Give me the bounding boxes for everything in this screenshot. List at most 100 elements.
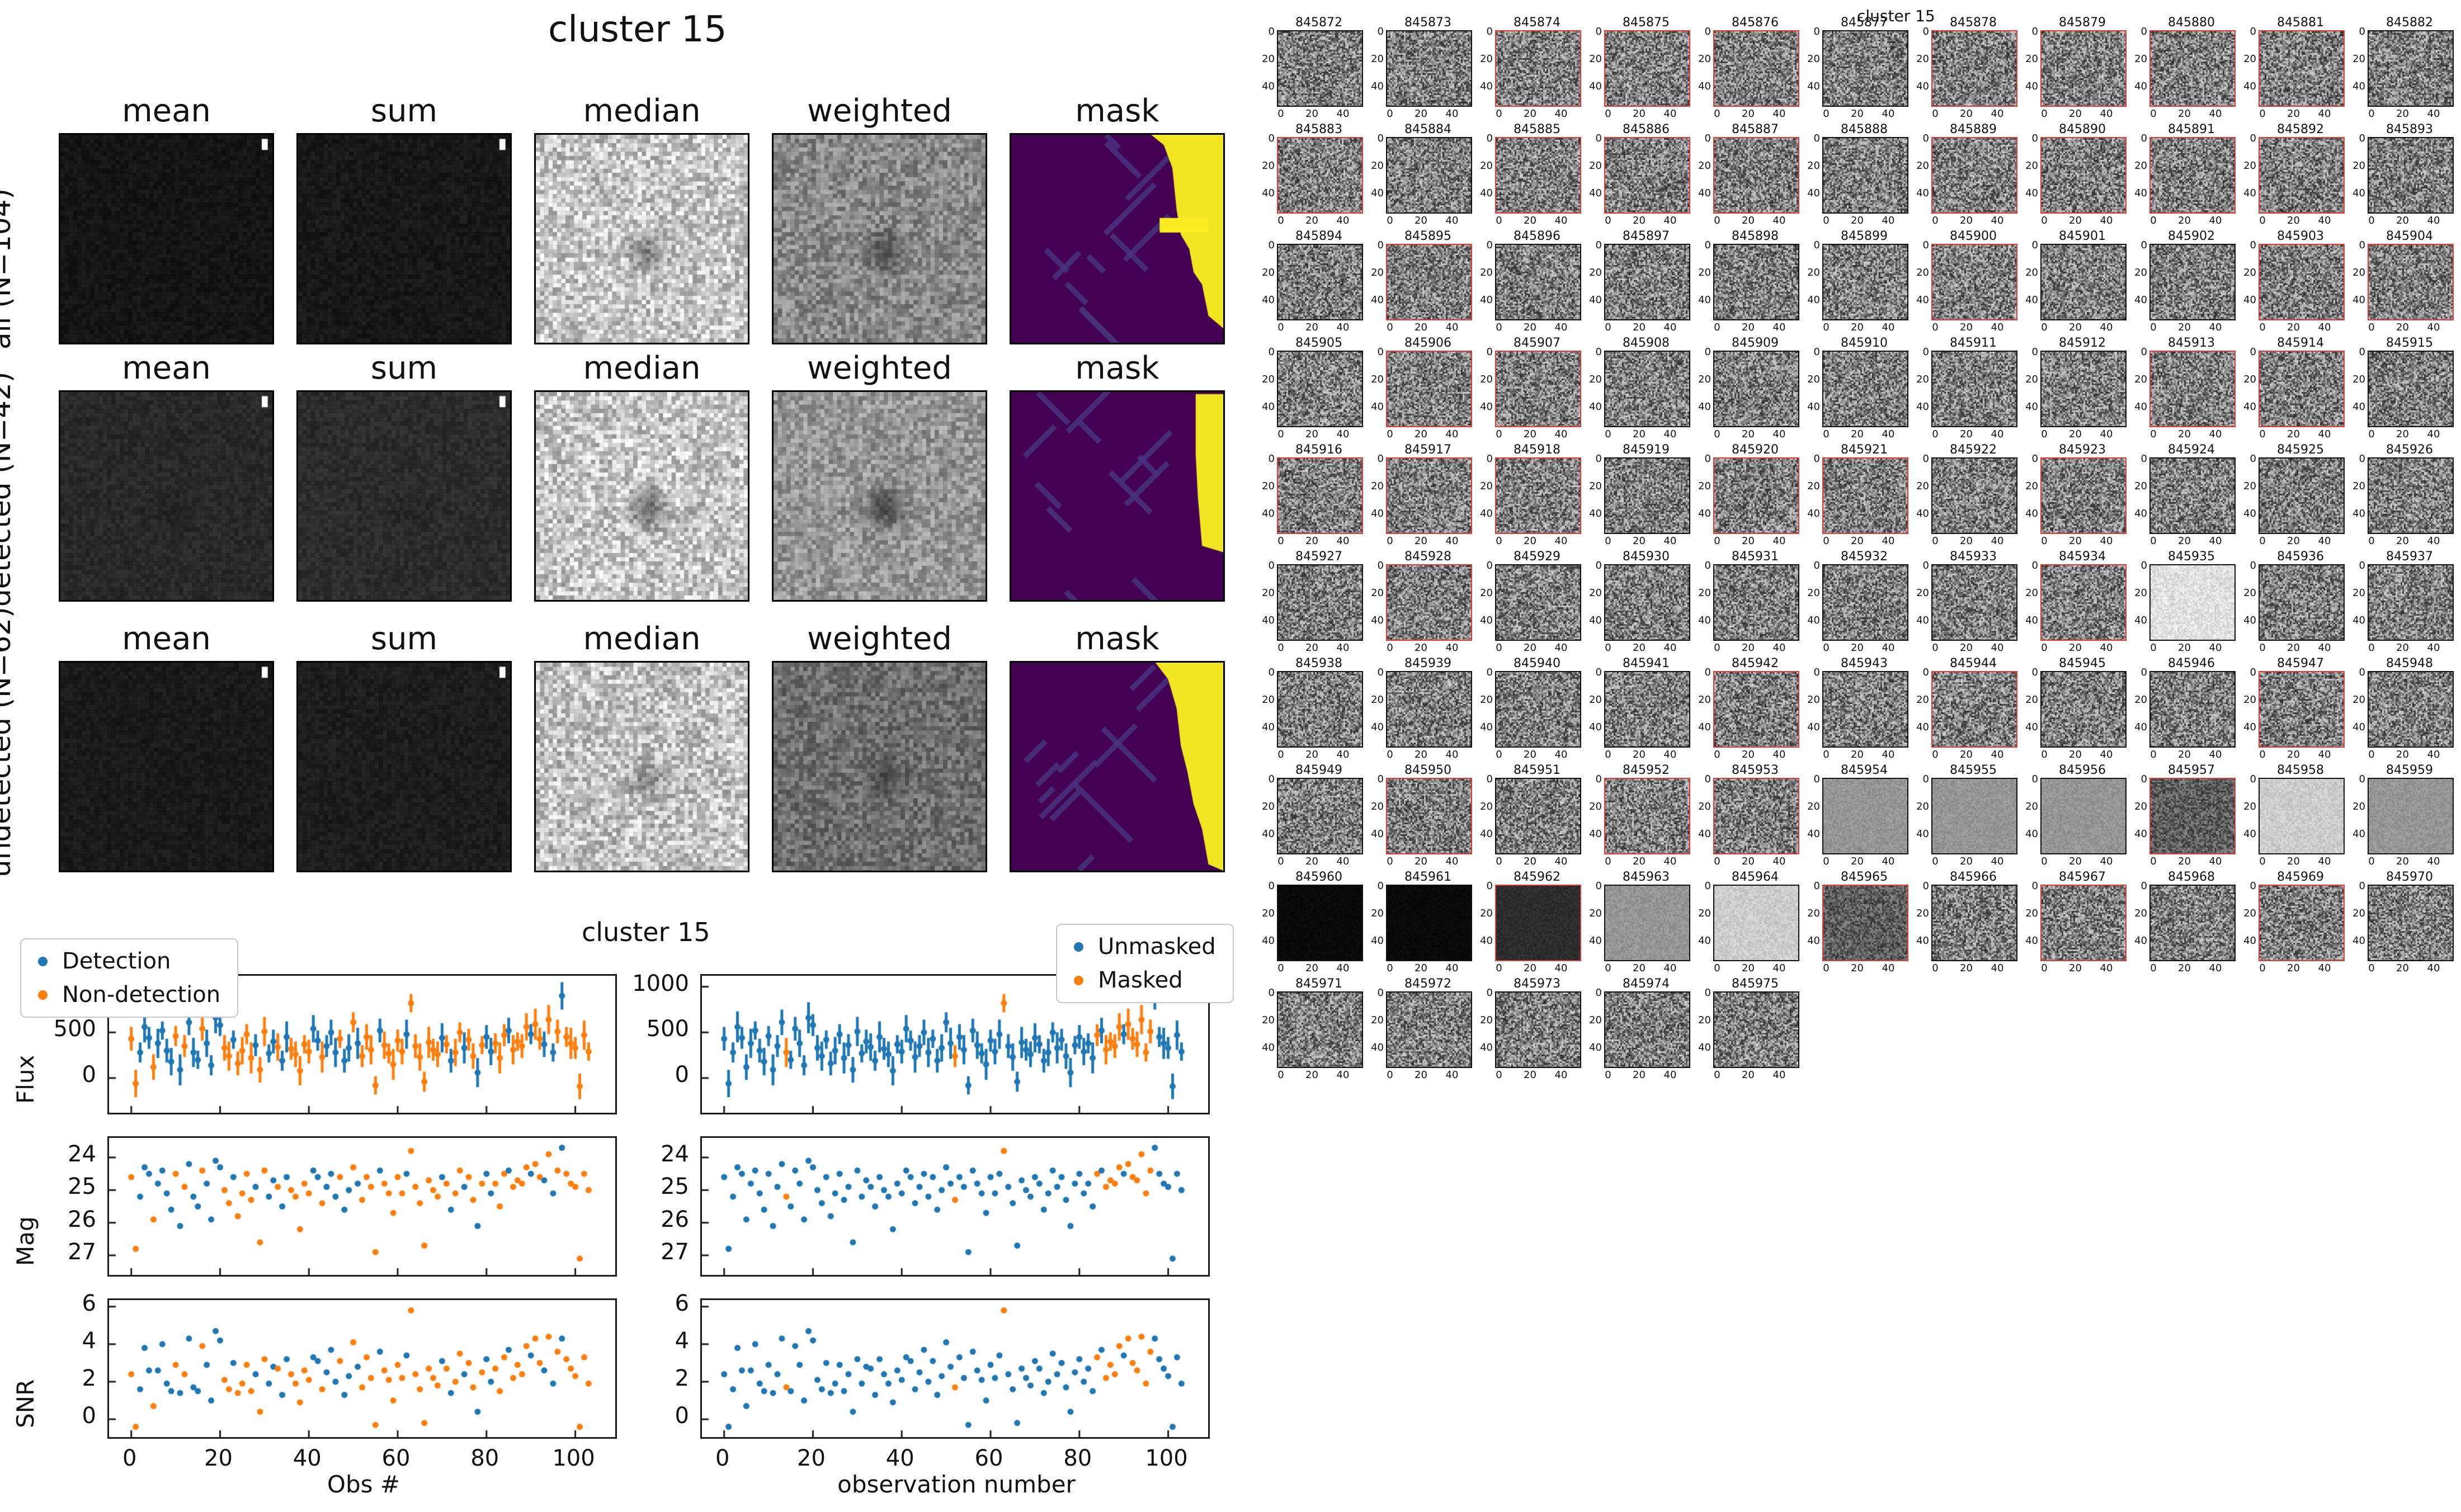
x-tick-label: 40 bbox=[1336, 535, 1350, 547]
x-tick-label: 40 bbox=[1554, 749, 1568, 760]
cutout-cell: 845972 0 20 40 0 20 40 bbox=[1370, 977, 1479, 1084]
x-tick-label: 0 bbox=[2150, 856, 2157, 867]
x-tick-label: 0 bbox=[1932, 322, 1939, 333]
cutout-cell: 845950 0 20 40 0 20 40 bbox=[1370, 763, 1479, 870]
y-tick-label: 0 bbox=[1813, 667, 1820, 678]
x-tick-label: 0 bbox=[1714, 962, 1720, 974]
y-tick-label: 40 bbox=[1480, 81, 1493, 93]
cutout-id: 845934 bbox=[2059, 550, 2106, 564]
y-tick-label: 0 bbox=[2141, 133, 2147, 144]
x-tick-label: 20 bbox=[1633, 1069, 1646, 1081]
x-tick-label: 20 bbox=[204, 1445, 233, 1471]
y-tick-label: 20 bbox=[1589, 480, 1602, 493]
cutout-cell: 845931 0 20 40 0 20 40 bbox=[1698, 550, 1807, 656]
y-tick-label: 20 bbox=[2134, 908, 2147, 920]
y-tick-label: 40 bbox=[2134, 935, 2147, 947]
cutout-id: 845937 bbox=[2386, 550, 2433, 564]
weighted-panel bbox=[772, 390, 987, 602]
x-tick-label: 40 bbox=[1445, 215, 1459, 226]
cutout-image-box bbox=[1822, 351, 1908, 427]
x-tick-label: 40 bbox=[2318, 642, 2331, 654]
y-tick-label: 20 bbox=[2134, 53, 2147, 65]
cutout-image-box bbox=[1713, 671, 1799, 748]
cutout-cell: 845879 0 20 40 0 20 40 bbox=[2025, 16, 2134, 122]
y-tick-label: 0 bbox=[2250, 26, 2256, 37]
cutout-cell: 845964 0 20 40 0 20 40 bbox=[1698, 870, 1807, 977]
cutout-image bbox=[1823, 31, 1907, 106]
y-tick-label: 40 bbox=[1698, 615, 1711, 627]
x-tick-label: 20 bbox=[2396, 749, 2409, 760]
cutout-image-box bbox=[1604, 564, 1690, 641]
y-tick-label: 0 bbox=[2141, 453, 2147, 465]
cutout-cell: 845909 0 20 40 0 20 40 bbox=[1698, 336, 1807, 443]
cutout-image bbox=[1496, 459, 1580, 533]
cutout-image bbox=[2260, 886, 2344, 960]
cutout-image bbox=[1823, 352, 1907, 426]
x-tick-label: 40 bbox=[2100, 749, 2113, 760]
cutout-image-box bbox=[1495, 885, 1581, 961]
x-tick-label: 20 bbox=[1742, 535, 1755, 547]
y-tick-label: 0 bbox=[1268, 26, 1275, 37]
cutout-image-box bbox=[2040, 885, 2127, 961]
x-tick-label: 0 bbox=[2150, 962, 2157, 974]
y-tick-label: 20 bbox=[1698, 160, 1711, 172]
y-tick-label: 0 bbox=[1595, 987, 1602, 999]
cutout-image bbox=[1605, 31, 1689, 106]
y-tick-label: 40 bbox=[1480, 828, 1493, 840]
y-tick-label: 40 bbox=[1371, 187, 1384, 200]
y-tick-label: 0 bbox=[1813, 773, 1820, 785]
y-tick-label: 40 bbox=[1262, 615, 1275, 627]
y-tick-label: 0 bbox=[2031, 346, 2038, 358]
cutout-cell: 845875 0 20 40 0 20 40 bbox=[1588, 16, 1698, 122]
x-tick-label: 20 bbox=[2396, 428, 2409, 440]
x-tick-label: 40 bbox=[885, 1445, 914, 1471]
y-tick-label: 40 bbox=[2243, 615, 2256, 627]
y-tick-label: 20 bbox=[1589, 587, 1602, 599]
x-tick-label: 0 bbox=[1714, 428, 1720, 440]
y-tick-label: 20 bbox=[2025, 374, 2038, 386]
x-tick-label: 20 bbox=[1305, 749, 1318, 760]
x-tick-label: 40 bbox=[2318, 749, 2331, 760]
y-tick-label: 0 bbox=[1486, 773, 1493, 785]
x-tick-label: 20 bbox=[1742, 322, 1755, 333]
x-tick-label: 100 bbox=[552, 1445, 595, 1471]
y-tick-label: 40 bbox=[2025, 828, 2038, 840]
cutout-image-box bbox=[2149, 457, 2236, 534]
y-tick-label: 40 bbox=[1589, 81, 1602, 93]
x-tick-label: 20 bbox=[1742, 1069, 1755, 1081]
cutout-image bbox=[1387, 459, 1471, 533]
y-tick-label: 40 bbox=[2134, 615, 2147, 627]
y-tick-label: 2 bbox=[675, 1365, 689, 1391]
cutout-id: 845921 bbox=[1841, 443, 1888, 457]
y-tick-label: 20 bbox=[1916, 480, 1929, 493]
y-tick-label: 0 bbox=[1268, 667, 1275, 678]
x-tick-label: 20 bbox=[1305, 856, 1318, 867]
x-tick-label: 40 bbox=[1336, 642, 1350, 654]
x-tick-label: 20 bbox=[1960, 428, 1973, 440]
y-tick-label: 20 bbox=[1698, 267, 1711, 279]
x-tick-label: 20 bbox=[1305, 108, 1318, 120]
x-tick-label: 40 bbox=[2209, 962, 2222, 974]
y-tick-label: 40 bbox=[2025, 508, 2038, 520]
x-tick-label: 20 bbox=[2178, 428, 2191, 440]
y-tick-label: 0 bbox=[2359, 560, 2365, 571]
sum-image bbox=[298, 392, 510, 600]
cutout-image-box bbox=[2040, 30, 2127, 107]
y-tick-label: 20 bbox=[1807, 694, 1820, 706]
cutout-id: 845932 bbox=[1841, 550, 1888, 564]
cutout-id: 845929 bbox=[1514, 550, 1560, 564]
x-tick-label: 40 bbox=[2209, 642, 2222, 654]
y-tick-label: 20 bbox=[1262, 1014, 1275, 1027]
cutout-id: 845955 bbox=[1950, 763, 1997, 777]
cutout-cell: 845883 0 20 40 0 20 40 bbox=[1261, 122, 1370, 229]
y-tick-label: 20 bbox=[1698, 1014, 1711, 1027]
x-tick-label: 80 bbox=[470, 1445, 499, 1471]
y-tick-label: 20 bbox=[2352, 480, 2365, 493]
cutout-id: 845963 bbox=[1623, 870, 1670, 884]
x-tick-label: 40 bbox=[2427, 535, 2440, 547]
cutout-id: 845917 bbox=[1404, 443, 1451, 457]
x-tick-label: 40 bbox=[1663, 535, 1677, 547]
cutout-image-box bbox=[2368, 457, 2454, 534]
cutout-image-box bbox=[1386, 457, 1472, 534]
cutout-cell: 845897 0 20 40 0 20 40 bbox=[1588, 229, 1698, 336]
